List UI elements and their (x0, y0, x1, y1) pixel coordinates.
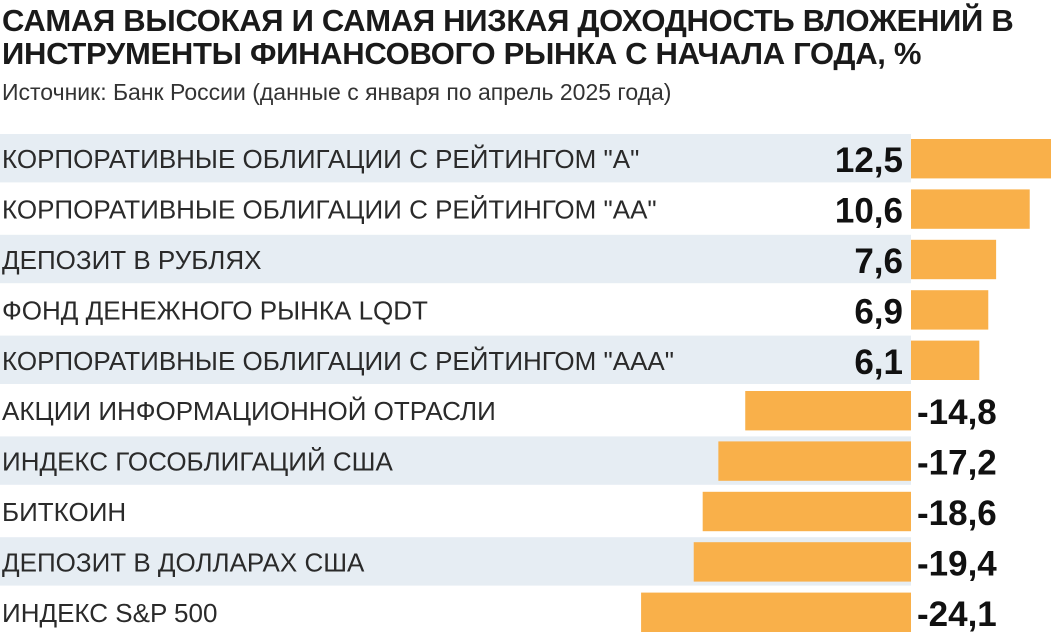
value-label: 6,1 (854, 343, 903, 382)
value-label: 6,9 (854, 292, 903, 331)
bar (641, 592, 911, 632)
value-label: -18,6 (917, 494, 997, 533)
bar (911, 139, 1051, 179)
category-label: ДЕПОЗИТ В РУБЛЯХ (2, 245, 261, 275)
category-label: КОРПОРАТИВНЫЕ ОБЛИГАЦИИ С РЕЙТИНГОМ "ААА… (2, 346, 674, 376)
category-label: КОРПОРАТИВНЫЕ ОБЛИГАЦИИ С РЕЙТИНГОМ "АА" (2, 195, 657, 225)
chart-title: САМАЯ ВЫСОКАЯ И САМАЯ НИЗКАЯ ДОХОДНОСТЬ … (2, 3, 1014, 71)
category-label: БИТКОИН (2, 497, 126, 527)
value-label: -17,2 (917, 444, 997, 483)
category-label: ДЕПОЗИТ В ДОЛЛАРАХ США (2, 547, 365, 577)
value-label: 12,5 (835, 141, 903, 180)
value-label: -19,4 (917, 544, 997, 583)
bar (693, 542, 911, 582)
bar (745, 391, 911, 431)
bar (911, 189, 1030, 229)
value-label: -24,1 (917, 595, 997, 632)
value-label: 7,6 (854, 242, 903, 281)
chart-source: Источник: Банк России (данные с января п… (2, 79, 672, 105)
category-label: АКЦИИ ИНФОРМАЦИОННОЙ ОТРАСЛИ (2, 396, 496, 426)
row-band (0, 335, 911, 384)
value-label: -14,8 (917, 393, 997, 432)
bar (911, 239, 997, 280)
value-label: 10,6 (835, 192, 903, 231)
bar (702, 491, 911, 532)
category-label: ИНДЕКС S&P 500 (2, 598, 217, 628)
bar (718, 441, 911, 481)
category-label: КОРПОРАТИВНЫЕ ОБЛИГАЦИИ С РЕЙТИНГОМ "А" (2, 144, 639, 174)
row-band (0, 234, 911, 284)
bar (911, 290, 989, 330)
category-label: ФОНД ДЕНЕЖНОГО РЫНКА LQDT (2, 295, 428, 325)
row-band (0, 134, 911, 183)
category-label: ИНДЕКС ГОСОБЛИГАЦИЙ США (2, 447, 393, 477)
bar (911, 340, 980, 380)
